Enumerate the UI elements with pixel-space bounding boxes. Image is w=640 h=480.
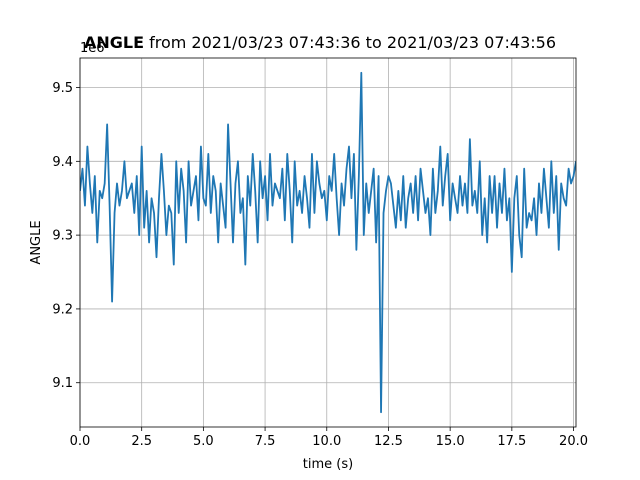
x-axis-label: time (s)	[303, 457, 353, 472]
x-tick-label: 20.0	[559, 434, 588, 449]
y-tick-label: 9.5	[52, 81, 73, 96]
x-tick-label: 0.0	[70, 434, 91, 449]
x-tick-label: 5.0	[193, 434, 214, 449]
x-tick-label: 12.5	[374, 434, 403, 449]
chart-title-bold: ANGLE	[83, 33, 145, 52]
y-tick-label: 9.4	[52, 155, 73, 170]
y-tick-label: 9.2	[52, 302, 73, 317]
plot-area	[80, 71, 576, 414]
x-tick-label: 2.5	[131, 434, 152, 449]
x-tick-label: 17.5	[497, 434, 526, 449]
chart-title-rest: from 2021/03/23 07:43:36 to 2021/03/23 0…	[149, 33, 556, 52]
axis-ticks: 0.0 2.5 5.0 7.5 10.0 12.5 15.0 17.5 20.0 9.1 9.2 9.…	[52, 81, 588, 449]
y-tick-label: 9.1	[52, 376, 73, 391]
x-tick-label: 15.0	[436, 434, 465, 449]
y-offset-text: 1e6	[80, 41, 105, 56]
x-tick-label: 7.5	[255, 434, 276, 449]
axes-frame	[79, 57, 577, 428]
series-line	[80, 71, 576, 414]
x-tick-label: 10.0	[312, 434, 341, 449]
y-axis-label: ANGLE	[29, 220, 44, 264]
grid-lines	[79, 58, 576, 427]
y-tick-label: 9.3	[52, 229, 73, 244]
chart-title: ANGLE from 2021/03/23 07:43:36 to 2021/0…	[0, 33, 640, 52]
